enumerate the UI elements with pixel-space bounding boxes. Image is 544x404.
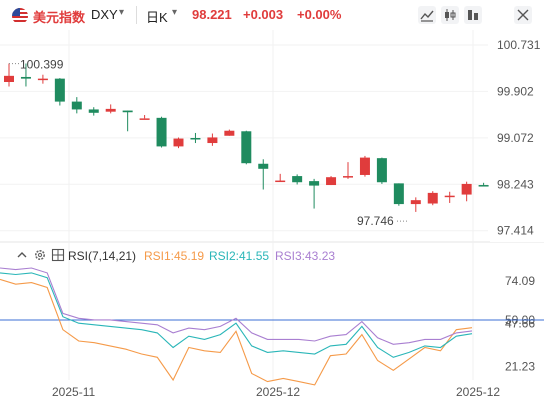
candle-body bbox=[275, 180, 286, 183]
candle-body bbox=[105, 108, 116, 112]
candle-body bbox=[258, 163, 269, 169]
rsi3-label: RSI3:43.23 bbox=[275, 249, 336, 263]
candle-body bbox=[190, 138, 201, 140]
x-tick-label: 2025-11 bbox=[52, 385, 95, 399]
price-axis bbox=[490, 30, 544, 242]
candle-body bbox=[37, 78, 48, 81]
rsi2-label: RSI2:41.55 bbox=[209, 249, 270, 263]
price-change: +0.003 bbox=[243, 7, 284, 22]
bar-chart-icon[interactable] bbox=[464, 6, 482, 24]
price-tick-label: 97.414 bbox=[497, 224, 534, 238]
rsi-line bbox=[0, 278, 473, 386]
candle-body bbox=[376, 158, 387, 183]
candle-body bbox=[224, 130, 235, 136]
rsi-line bbox=[0, 272, 473, 358]
candle-body bbox=[156, 117, 167, 147]
candlestick-icon[interactable] bbox=[441, 6, 459, 24]
area-chart-icon[interactable] bbox=[418, 6, 436, 24]
rsi-tick-label: 21.23 bbox=[505, 360, 535, 374]
rsi-line bbox=[0, 267, 473, 345]
price-tick-label: 99.902 bbox=[497, 84, 534, 98]
us-flag-icon bbox=[12, 8, 28, 24]
candle-body bbox=[461, 183, 472, 195]
rsi-tick-label: 47.66 bbox=[505, 317, 535, 331]
divider bbox=[136, 6, 137, 24]
low-annotation: 97.746 bbox=[357, 214, 394, 228]
toolbar: 美元指数 DXY ▾ 日K ▾ 98.221 +0.003 +0.00% bbox=[0, 0, 544, 30]
candle-body bbox=[71, 101, 82, 110]
x-tick-label: 2025-12 bbox=[256, 385, 300, 399]
rsi1-label: RSI1:45.19 bbox=[144, 249, 205, 263]
last-price: 98.221 bbox=[192, 7, 232, 22]
interval-selector[interactable]: 日K bbox=[146, 10, 168, 25]
candle-body bbox=[20, 76, 31, 79]
price-tick-label: 99.072 bbox=[497, 131, 534, 145]
candle-body bbox=[343, 176, 353, 178]
price-tick-label: 100.731 bbox=[497, 38, 541, 52]
candle-body bbox=[309, 181, 320, 186]
candle-body bbox=[393, 183, 404, 205]
instrument-code[interactable]: DXY bbox=[91, 7, 118, 22]
candle-body bbox=[88, 109, 99, 113]
candle-body bbox=[207, 137, 218, 144]
collapse-icon[interactable] bbox=[514, 6, 532, 24]
candle-body bbox=[359, 157, 370, 175]
candle-body bbox=[139, 118, 150, 120]
interval-dropdown-icon[interactable]: ▾ bbox=[172, 7, 178, 18]
instrument-dropdown-icon[interactable]: ▾ bbox=[119, 7, 125, 18]
candle-body bbox=[54, 78, 65, 102]
candle-body bbox=[173, 138, 184, 147]
candle-body bbox=[410, 200, 421, 205]
candle-body bbox=[444, 195, 455, 198]
candle-body bbox=[326, 177, 337, 186]
high-annotation: 100.399 bbox=[20, 58, 64, 72]
candle-body bbox=[427, 192, 438, 204]
candle-body bbox=[478, 185, 489, 187]
candle-body bbox=[241, 131, 252, 164]
rsi-tick-label: 74.09 bbox=[505, 274, 535, 288]
rsi-title: RSI(7,14,21) bbox=[68, 249, 137, 263]
candle-body bbox=[122, 110, 133, 113]
price-tick-label: 98.243 bbox=[497, 177, 534, 191]
x-tick-label: 2025-12 bbox=[456, 385, 500, 399]
instrument-name[interactable]: 美元指数 bbox=[33, 10, 86, 25]
candle-body bbox=[4, 75, 14, 82]
candle-body bbox=[292, 176, 303, 183]
price-change-percent: +0.00% bbox=[297, 7, 342, 22]
